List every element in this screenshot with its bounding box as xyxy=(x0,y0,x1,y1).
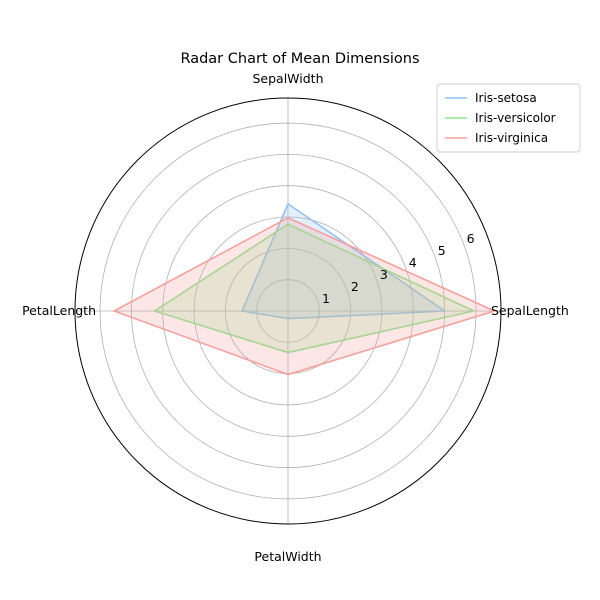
axis-label-SepalLength: SepalLength xyxy=(491,303,569,318)
grid-layer xyxy=(74,97,502,525)
series-layer xyxy=(112,202,495,376)
series-fill-iris-setosa xyxy=(242,203,445,319)
series-fill-iris-versicolor xyxy=(154,224,474,353)
r-tick-label: 3 xyxy=(380,267,388,282)
label-layer: 1 2 3 4 5 6 SepalLength SepalWidth PetalLength Pe… xyxy=(22,71,569,564)
r-tick-label: 4 xyxy=(409,255,417,270)
r-tick-label: 6 xyxy=(467,231,475,246)
axis-label-SepalWidth: SepalWidth xyxy=(252,71,323,86)
legend-label: Iris-setosa xyxy=(475,91,537,105)
axis-label-PetalWidth: PetalWidth xyxy=(254,549,321,564)
series-line-iris-virginica xyxy=(112,216,495,376)
series-fill-iris-virginica xyxy=(114,217,495,375)
axis-label-PetalLength: PetalLength xyxy=(22,303,96,318)
chart-title: Radar Chart of Mean Dimensions xyxy=(180,51,419,67)
legend: Iris-setosa Iris-versicolor Iris-virginica xyxy=(436,83,581,153)
outer-frame xyxy=(74,97,502,525)
r-tick-label: 5 xyxy=(438,243,446,258)
legend-box xyxy=(436,83,581,153)
legend-label: Iris-versicolor xyxy=(475,111,556,125)
series-line-iris-setosa xyxy=(240,202,446,320)
legend-label: Iris-virginica xyxy=(475,131,548,145)
series-line-iris-versicolor xyxy=(152,223,475,354)
r-tick-label: 1 xyxy=(322,291,330,306)
r-tick-label: 2 xyxy=(351,279,359,294)
